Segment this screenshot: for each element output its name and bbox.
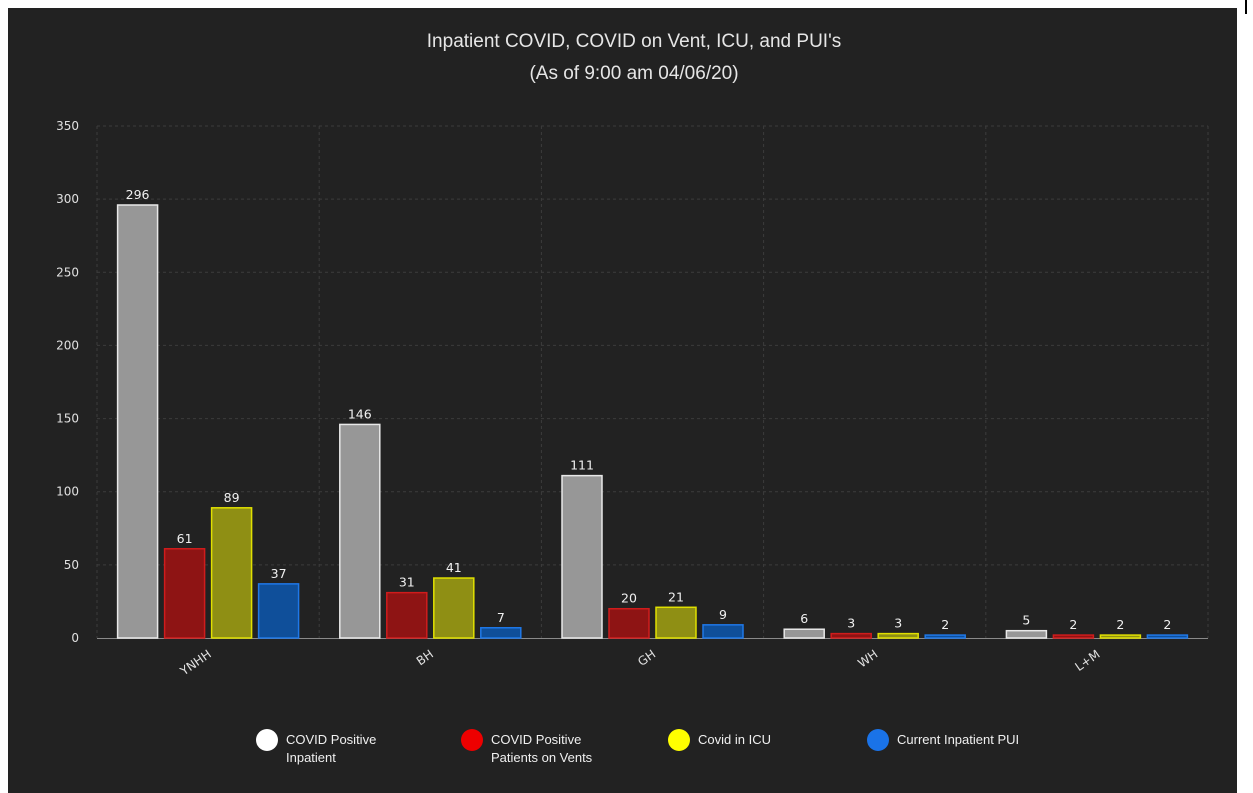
y-tick-label: 100: [56, 485, 79, 499]
bar-value-label: 61: [177, 531, 193, 546]
legend-swatch[interactable]: [867, 729, 889, 751]
bar[interactable]: [783, 628, 825, 639]
legend-swatch[interactable]: [256, 729, 278, 751]
legend-label: Covid in ICU: [698, 732, 771, 747]
chart-subtitle: (As of 9:00 am 04/06/20): [529, 63, 738, 84]
legend-label: Current Inpatient PUI: [897, 732, 1019, 747]
bar-value-label: 111: [570, 458, 594, 473]
bar[interactable]: [257, 583, 300, 639]
bar-value-label: 2: [1163, 617, 1171, 632]
bar-value-label: 89: [224, 490, 240, 505]
legend: COVID Positive Inpatient COVID Positive Pat…: [256, 729, 1019, 765]
bar[interactable]: [608, 607, 650, 639]
bar[interactable]: [116, 204, 159, 639]
y-tick-label: 250: [56, 265, 79, 279]
bar-value-label: 3: [894, 616, 902, 631]
legend-swatch[interactable]: [461, 729, 483, 751]
bar-value-label: 20: [621, 591, 637, 606]
bar[interactable]: [561, 474, 603, 639]
bar[interactable]: [924, 634, 966, 639]
bar-value-label: 37: [271, 566, 287, 581]
bar[interactable]: [433, 577, 475, 639]
bar[interactable]: [702, 624, 744, 639]
bar-value-label: 3: [847, 616, 855, 631]
chart-title: Inpatient COVID, COVID on Vent, ICU, and…: [427, 31, 841, 52]
bar-value-label: 2: [941, 617, 949, 632]
bar-value-label: 2: [1069, 617, 1077, 632]
bar[interactable]: [1099, 634, 1142, 639]
bar[interactable]: [1052, 634, 1095, 639]
bar[interactable]: [339, 423, 381, 639]
bar[interactable]: [210, 507, 253, 639]
x-category-label: YNHH: [177, 647, 214, 679]
x-category-label: WH: [855, 647, 880, 670]
bar-value-label: 296: [126, 187, 150, 202]
y-tick-label: 50: [64, 558, 79, 572]
bar-value-label: 146: [348, 406, 372, 421]
grid: [96, 125, 1209, 638]
bar-value-label: 7: [497, 610, 505, 625]
bar[interactable]: [1005, 629, 1048, 639]
x-category-label: BH: [414, 647, 436, 668]
x-category-label: GH: [635, 647, 658, 669]
legend-label: COVID Positive: [286, 732, 376, 747]
bar[interactable]: [877, 632, 919, 639]
bar[interactable]: [1146, 634, 1189, 639]
y-tick-label: 300: [56, 192, 79, 206]
corner-mark: [1245, 0, 1247, 14]
y-tick-label: 150: [56, 412, 79, 426]
bar-value-label: 31: [399, 575, 415, 590]
data-labels: 296 61 89 37 146 31 41 7 111 20 21 9 6 3 3 2 5 2 2 2: [126, 187, 1172, 632]
bar-value-label: 6: [800, 611, 808, 626]
bar-value-label: 5: [1022, 613, 1030, 628]
y-tick-label: 350: [56, 119, 79, 133]
legend-label: Inpatient: [286, 750, 336, 765]
bar[interactable]: [480, 627, 522, 639]
bar-value-label: 2: [1116, 617, 1124, 632]
y-tick-label: 200: [56, 338, 79, 352]
bar[interactable]: [830, 632, 872, 639]
bar[interactable]: [163, 548, 206, 639]
chart-frame: [8, 8, 1237, 793]
bar[interactable]: [655, 606, 697, 639]
y-tick-label: 0: [71, 631, 79, 645]
bar[interactable]: [386, 591, 428, 639]
bar-value-label: 9: [719, 607, 727, 622]
bar-value-label: 21: [668, 589, 684, 604]
legend-swatch[interactable]: [668, 729, 690, 751]
bars: [116, 204, 1189, 639]
legend-label: COVID Positive: [491, 732, 581, 747]
bar-value-label: 41: [446, 560, 462, 575]
legend-label: Patients on Vents: [491, 750, 593, 765]
x-category-label: L+M: [1072, 647, 1102, 674]
